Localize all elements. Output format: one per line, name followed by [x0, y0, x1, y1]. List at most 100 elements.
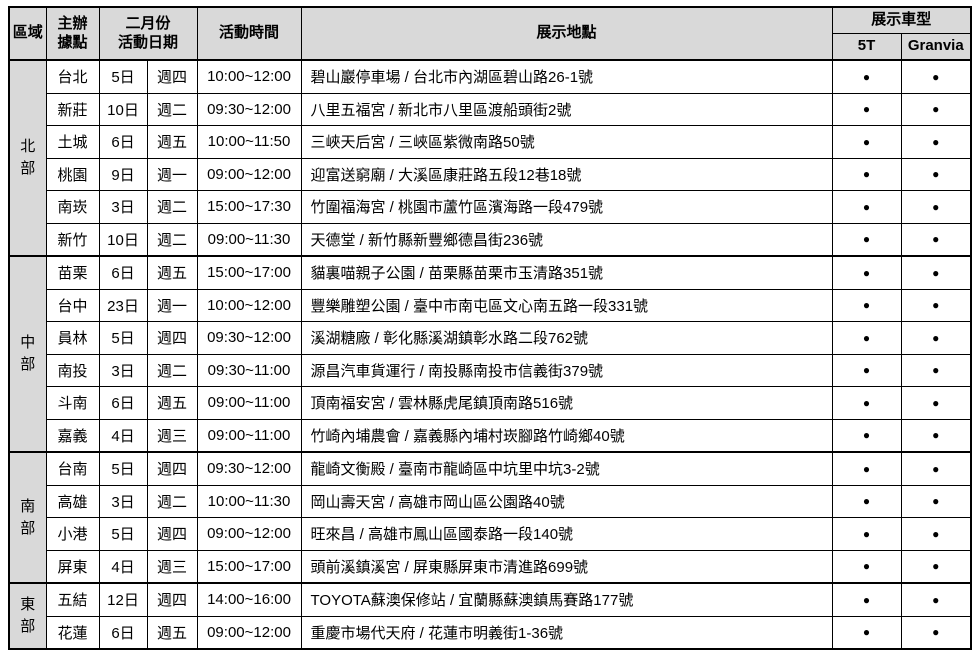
branch-cell: 嘉義 — [45, 418, 100, 453]
date-cell: 4日 — [98, 549, 148, 584]
date-cell: 9日 — [98, 157, 148, 191]
weekday-cell: 週五 — [146, 386, 198, 420]
location-cell: 碧山巖停車場 / 台北市內湖區碧山路26-1號 — [300, 59, 833, 94]
car-5t-dot: ● — [831, 157, 902, 191]
date-cell: 5日 — [98, 59, 148, 94]
car-5t-dot: ● — [831, 190, 902, 224]
branch-cell: 新莊 — [45, 92, 100, 126]
car-granvia-dot: ● — [900, 321, 972, 355]
location-cell: 三峽天后宮 / 三峽區紫微南路50號 — [300, 125, 833, 159]
time-cell: 15:00~17:30 — [196, 190, 302, 224]
branch-cell: 斗南 — [45, 386, 100, 420]
location-cell: 天德堂 / 新竹縣新豐鄉德昌街236號 — [300, 222, 833, 257]
table-row: 嘉義 4日 週三 09:00~11:00 竹崎內埔農會 / 嘉義縣內埔村崁腳路竹崎鄉40… — [9, 418, 972, 453]
time-cell: 09:00~12:00 — [196, 157, 302, 191]
branch-cell: 高雄 — [45, 484, 100, 518]
branch-cell: 桃園 — [45, 157, 100, 191]
location-cell: 源昌汽車貨運行 / 南投縣南投市信義街379號 — [300, 353, 833, 387]
date-cell: 6日 — [98, 125, 148, 159]
table-row: 台中 23日 週一 10:00~12:00 豐樂雕塑公園 / 臺中市南屯區文心南五路一段… — [9, 288, 972, 322]
car-granvia-dot: ● — [900, 418, 972, 453]
branch-cell: 南投 — [45, 353, 100, 387]
time-cell: 10:00~11:50 — [196, 125, 302, 159]
car-granvia-dot: ● — [900, 517, 972, 551]
branch-cell: 五結 — [45, 582, 100, 617]
branch-cell: 新竹 — [45, 222, 100, 257]
date-cell: 3日 — [98, 190, 148, 224]
car-granvia-dot: ● — [900, 222, 972, 257]
car-granvia-dot: ● — [900, 615, 972, 650]
location-cell: 重慶市場代天府 / 花蓮市明義街1-36號 — [300, 615, 833, 650]
time-cell: 09:30~12:00 — [196, 451, 302, 486]
schedule-table-body: 北部 台北 5日 週四 10:00~12:00 碧山巖停車場 / 台北市內湖區碧山路26-… — [8, 59, 972, 650]
car-5t-dot: ● — [831, 92, 902, 126]
weekday-cell: 週二 — [146, 190, 198, 224]
event-schedule-page: 區域 主辦 據點 二月份 活動日期 活動時間 展示地點 展示車型 5T Gran… — [8, 6, 973, 650]
date-cell: 4日 — [98, 418, 148, 453]
region-label: 北部 — [20, 138, 36, 177]
car-granvia-dot: ● — [900, 582, 972, 617]
weekday-cell: 週四 — [146, 517, 198, 551]
region-cell: 南部 — [8, 451, 47, 584]
time-cell: 09:00~11:00 — [196, 386, 302, 420]
car-granvia-dot: ● — [900, 451, 972, 486]
weekday-cell: 週四 — [146, 582, 198, 617]
location-cell: 竹崎內埔農會 / 嘉義縣內埔村崁腳路竹崎鄉40號 — [300, 418, 833, 453]
branch-cell: 小港 — [45, 517, 100, 551]
table-row: 南崁 3日 週二 15:00~17:30 竹圍福海宮 / 桃園市蘆竹區濱海路一段479號… — [9, 190, 972, 224]
table-row: 高雄 3日 週二 10:00~11:30 岡山壽天宮 / 高雄市岡山區公園路40號 ● ● — [9, 484, 972, 518]
time-cell: 09:00~12:00 — [196, 517, 302, 551]
table-row: 斗南 6日 週五 09:00~11:00 頂南福安宮 / 雲林縣虎尾鎮頂南路516號 ● ● — [9, 386, 972, 420]
weekday-cell: 週二 — [146, 222, 198, 257]
car-5t-dot: ● — [831, 288, 902, 322]
location-cell: 溪湖糖廠 / 彰化縣溪湖鎮彰水路二段762號 — [300, 321, 833, 355]
region-label: 南部 — [20, 497, 36, 537]
car-granvia-dot: ● — [900, 353, 972, 387]
location-cell: 旺來昌 / 高雄市鳳山區國泰路一段140號 — [300, 517, 833, 551]
header-car-type: 展示車型 — [831, 6, 972, 34]
table-row: 土城 6日 週五 10:00~11:50 三峽天后宮 / 三峽區紫微南路50號 ● ● — [9, 125, 972, 159]
location-cell: 迎富送窮廟 / 大溪區康莊路五段12巷18號 — [300, 157, 833, 191]
date-cell: 23日 — [98, 288, 148, 322]
location-cell: 頂南福安宮 / 雲林縣虎尾鎮頂南路516號 — [300, 386, 833, 420]
car-granvia-dot: ● — [900, 484, 972, 518]
header-region: 區域 — [8, 6, 47, 61]
date-cell: 6日 — [98, 615, 148, 650]
branch-cell: 員林 — [45, 321, 100, 355]
region-label: 東部 — [20, 596, 36, 635]
weekday-cell: 週一 — [146, 288, 198, 322]
table-row: 小港 5日 週四 09:00~12:00 旺來昌 / 高雄市鳳山區國泰路一段140號 ● ● — [9, 517, 972, 551]
header-time: 活動時間 — [196, 6, 302, 61]
date-cell: 10日 — [98, 222, 148, 257]
weekday-cell: 週五 — [146, 615, 198, 650]
car-5t-dot: ● — [831, 255, 902, 290]
table-row: 新莊 10日 週二 09:30~12:00 八里五福宮 / 新北市八里區渡船頭街2號 ● ● — [9, 92, 972, 126]
event-schedule-table: 區域 主辦 據點 二月份 活動日期 活動時間 展示地點 展示車型 5T Gran… — [8, 6, 973, 650]
car-5t-dot: ● — [831, 59, 902, 94]
car-5t-dot: ● — [831, 418, 902, 453]
car-granvia-dot: ● — [900, 92, 972, 126]
branch-cell: 台中 — [45, 288, 100, 322]
branch-cell: 南崁 — [45, 190, 100, 224]
car-granvia-dot: ● — [900, 386, 972, 420]
date-cell: 5日 — [98, 517, 148, 551]
table-row: 花蓮 6日 週五 09:00~12:00 重慶市場代天府 / 花蓮市明義街1-36號 ● ● — [9, 615, 972, 650]
weekday-cell: 週五 — [146, 125, 198, 159]
date-cell: 3日 — [98, 484, 148, 518]
car-5t-dot: ● — [831, 222, 902, 257]
header-host-line2: 據點 — [57, 34, 88, 52]
date-cell: 3日 — [98, 353, 148, 387]
car-granvia-dot: ● — [900, 288, 972, 322]
table-row: 南投 3日 週二 09:30~11:00 源昌汽車貨運行 / 南投縣南投市信義街379號… — [9, 353, 972, 387]
time-cell: 09:00~11:00 — [196, 418, 302, 453]
header-date-line2: 活動日期 — [118, 34, 179, 52]
date-cell: 5日 — [98, 451, 148, 486]
weekday-cell: 週四 — [146, 451, 198, 486]
branch-cell: 台北 — [45, 59, 100, 94]
car-5t-dot: ● — [831, 615, 902, 650]
table-row: 中部 苗栗 6日 週五 15:00~17:00 貓裏喵親子公園 / 苗栗縣苗栗市玉清路35… — [8, 255, 972, 453]
location-cell: 岡山壽天宮 / 高雄市岡山區公園路40號 — [300, 484, 833, 518]
time-cell: 10:00~12:00 — [196, 59, 302, 94]
region-cell: 北部 — [8, 59, 47, 257]
car-granvia-dot: ● — [900, 190, 972, 224]
